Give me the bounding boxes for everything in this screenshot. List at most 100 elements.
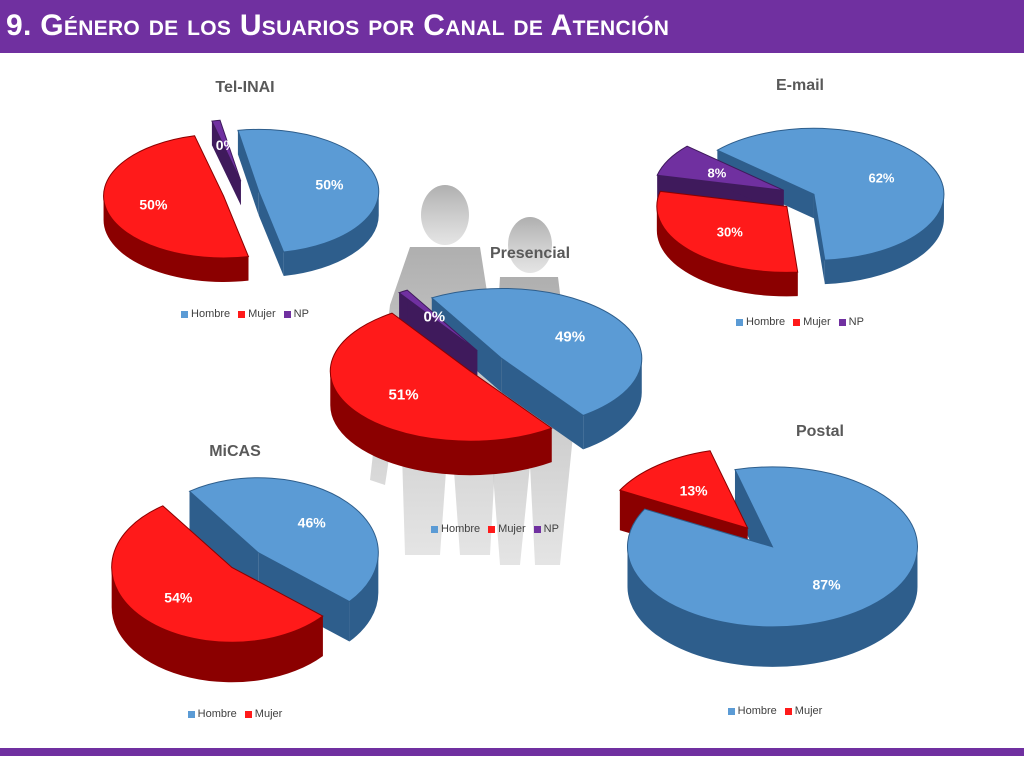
- pie-slice-rim: [330, 371, 552, 476]
- chart-title: Tel-INAI: [215, 79, 275, 96]
- pie-micas: 46% 54%: [111, 477, 379, 683]
- chart-tel-inai: Tel-INAI 50% 50% 0% Hombre Mujer NP: [70, 75, 420, 325]
- legend-label: Mujer: [803, 316, 831, 328]
- legend-item-np: NP: [283, 308, 309, 320]
- pie-slice-cut-face: [211, 121, 241, 206]
- pie-slice-hombre: [188, 477, 379, 603]
- pie-top-layer: [618, 450, 918, 628]
- data-label-np: 0%: [216, 137, 237, 153]
- legend-swatch: [244, 710, 252, 718]
- pie-slice-cut-face: [501, 358, 584, 450]
- legend-label: Hombre: [197, 708, 237, 720]
- pie-postal: 87% 13%: [618, 450, 918, 667]
- legend: Hombre Mujer: [610, 705, 940, 717]
- chart-presencial: Presencial 49% 51% 0% Hombre Mujer NP: [290, 243, 690, 543]
- pie-slice-mujer: [103, 135, 250, 259]
- pie-slice-rim: [627, 546, 918, 667]
- pie-slice-rim: [656, 206, 798, 297]
- legend-item-hombre: Hombre: [431, 523, 480, 535]
- legend-swatch: [838, 318, 846, 326]
- chart-postal: Postal 87% 13% Hombre Mujer: [610, 420, 940, 720]
- pie-slice-mujer: [329, 312, 553, 442]
- legend-item-mujer: Mujer: [238, 308, 276, 320]
- pie-label-layer: 87% 13%: [680, 482, 841, 592]
- pie-presencial: 49% 51% 0%: [329, 287, 643, 476]
- legend-item-mujer: Mujer: [244, 708, 282, 720]
- pie-label-layer: 46% 54%: [164, 515, 326, 606]
- pie-slice-np: [656, 145, 784, 191]
- pie-side-layer: [103, 120, 379, 282]
- legend-item-hombre: Hombre: [736, 316, 785, 328]
- pie-slice-hombre: [716, 127, 945, 261]
- legend-item-np: NP: [533, 523, 559, 535]
- legend-swatch: [727, 707, 735, 715]
- pie-top-layer: [329, 287, 643, 442]
- pie-slice-cut-face: [258, 191, 284, 277]
- legend-label: NP: [543, 523, 559, 535]
- data-label-hombre: 62%: [868, 170, 894, 185]
- legend-swatch: [238, 310, 246, 318]
- legend-swatch: [784, 707, 792, 715]
- legend: Hombre Mujer NP: [70, 308, 420, 320]
- chart-e-mail: E-mail 62% 30% 8% Hombre Mujer NP: [620, 75, 980, 335]
- pie-top-layer: [103, 119, 380, 259]
- legend-label: Mujer: [498, 523, 526, 535]
- data-label-hombre: 87%: [813, 576, 842, 592]
- chart-title: MiCAS: [209, 443, 261, 460]
- legend-label: Hombre: [191, 308, 231, 320]
- data-label-mujer: 50%: [139, 196, 168, 212]
- chart-title: Presencial: [489, 245, 571, 262]
- chart-micas: MiCAS 46% 54% Hombre Mujer: [70, 440, 400, 730]
- chart-title: Postal: [795, 423, 844, 440]
- legend-swatch: [181, 310, 189, 318]
- pie-slice-np: [211, 119, 242, 182]
- data-label-hombre: 50%: [315, 176, 344, 192]
- pie-label-layer: 50% 50% 0%: [139, 137, 344, 212]
- data-label-hombre: 49%: [555, 328, 585, 345]
- pie-slice-hombre: [430, 287, 643, 416]
- pie-slice-np: [398, 289, 478, 352]
- pie-top-layer: [111, 477, 379, 643]
- pie-slice-hombre: [626, 466, 918, 628]
- data-label-mujer: 13%: [680, 482, 709, 498]
- pie-label-layer: 62% 30% 8%: [708, 166, 895, 240]
- legend-item-np: NP: [838, 316, 864, 328]
- legend-swatch: [187, 710, 195, 718]
- pie-slice-cut-face: [407, 290, 478, 385]
- pie-top-layer: [656, 127, 945, 273]
- legend-item-hombre: Hombre: [187, 708, 237, 720]
- pie-slice-cut-face: [189, 491, 259, 593]
- page-title: 9. Género de los Usuarios por Canal de A…: [6, 9, 670, 42]
- legend-swatch: [488, 525, 496, 533]
- pie-label-layer: 49% 51% 0%: [389, 308, 586, 403]
- data-label-np: 0%: [423, 308, 445, 325]
- data-label-mujer: 51%: [389, 386, 419, 403]
- pie-slice-rim: [349, 552, 379, 642]
- data-label-np: 8%: [708, 166, 727, 181]
- chart-title: E-mail: [775, 77, 824, 94]
- legend: Hombre Mujer NP: [295, 523, 695, 535]
- legend-item-mujer: Mujer: [784, 705, 823, 717]
- legend-item-mujer: Mujer: [793, 316, 831, 328]
- legend-item-hombre: Hombre: [727, 705, 777, 717]
- pie-slice-cut-face: [813, 194, 825, 285]
- legend-label: Hombre: [441, 523, 481, 535]
- data-label-mujer: 54%: [164, 589, 193, 605]
- legend: Hombre Mujer: [70, 708, 400, 720]
- pie-tel-inai: 50% 50% 0%: [103, 119, 380, 282]
- legend: Hombre Mujer NP: [620, 316, 980, 328]
- pie-slice-rim: [103, 195, 249, 282]
- legend-label: Mujer: [794, 705, 823, 717]
- header-bar: 9. Género de los Usuarios por Canal de A…: [0, 0, 1024, 53]
- data-label-hombre: 46%: [298, 515, 327, 531]
- pie-slice-hombre: [237, 128, 380, 253]
- pie-slice-mujer: [618, 450, 749, 529]
- legend-swatch: [533, 525, 541, 533]
- pie-slice-rim: [111, 567, 323, 683]
- legend-label: Mujer: [248, 308, 276, 320]
- footer-bar: [0, 748, 1024, 756]
- pie-slice-rim: [824, 194, 944, 285]
- pie-slice-cut-face: [258, 552, 350, 642]
- legend-label: Hombre: [737, 705, 777, 717]
- legend-label: NP: [293, 308, 309, 320]
